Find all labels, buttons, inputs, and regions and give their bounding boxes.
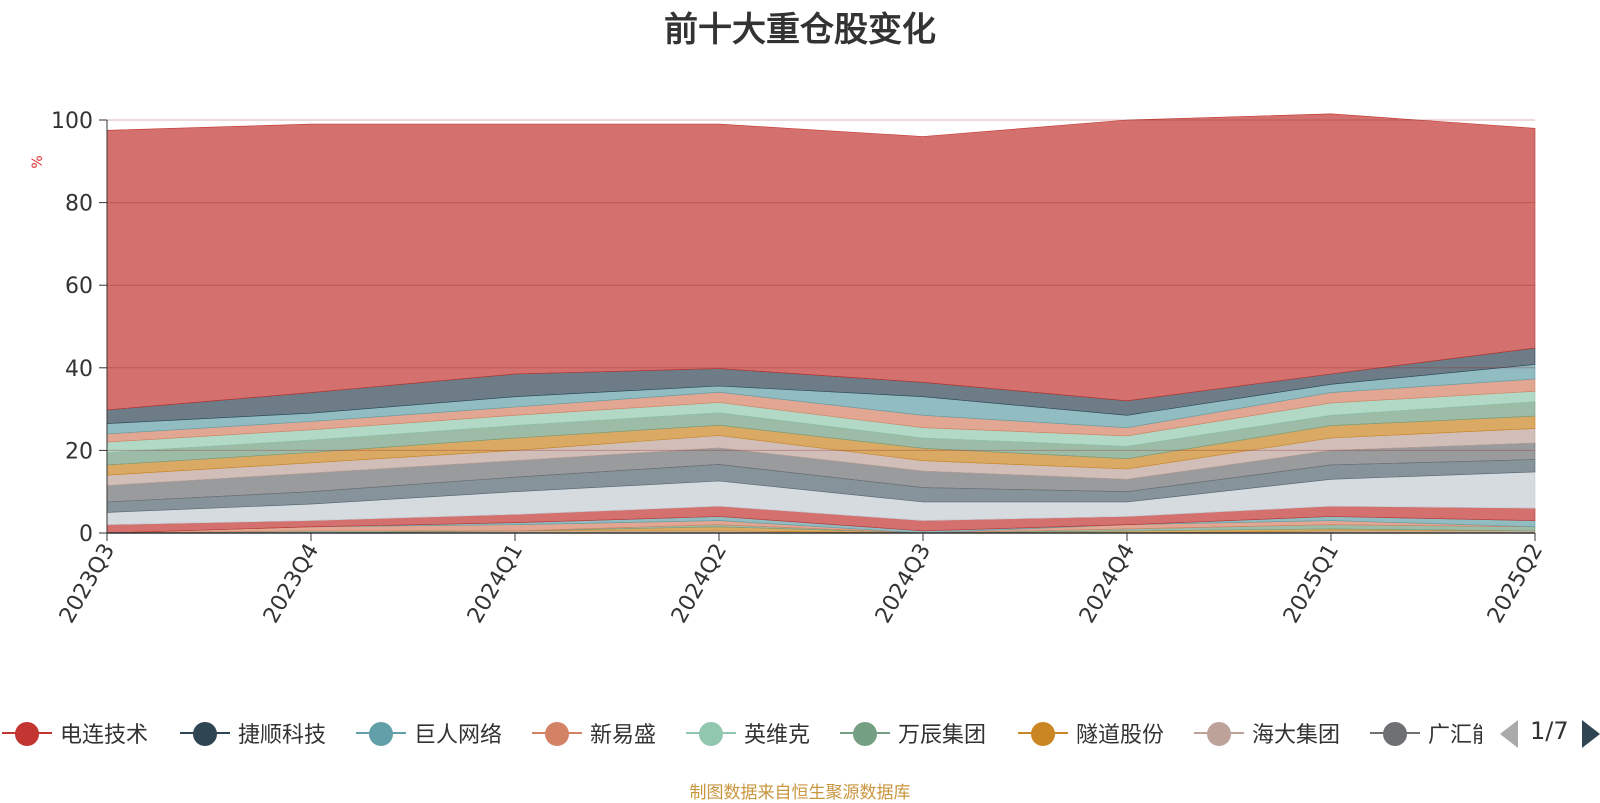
legend-dot <box>545 722 569 746</box>
legend-marker <box>686 713 736 753</box>
x-tick-label: 2024Q4 <box>1075 540 1140 628</box>
source-note: 制图数据来自恒生聚源数据库 <box>689 783 911 803</box>
x-tick-label: 2024Q1 <box>463 540 528 628</box>
legend: 电连技术 捷顺科技 巨人网络 新易盛 英维克 万辰集团 隧道股份 海大集团 广汇能源 1/7 <box>0 713 1600 753</box>
triangle-right-icon[interactable] <box>1582 720 1600 748</box>
legend-label: 捷顺科技 <box>238 723 327 748</box>
legend-label: 英维克 <box>744 723 811 748</box>
legend-dot <box>369 722 393 746</box>
y-tick-label: 20 <box>65 439 93 464</box>
stacked-areas <box>106 113 1536 534</box>
legend-item[interactable]: 巨人网络 <box>356 713 502 753</box>
legend-dot <box>15 722 39 746</box>
x-tick-label: 2025Q1 <box>1279 540 1344 628</box>
legend-item[interactable]: 海大集团 <box>1194 713 1340 753</box>
y-tick-label: 60 <box>65 274 93 299</box>
legend-marker <box>2 713 52 753</box>
legend-label: 隧道股份 <box>1076 723 1165 748</box>
y-tick-label: 0 <box>79 522 93 547</box>
legend-label: 电连技术 <box>60 723 149 748</box>
legend-item[interactable]: 英维克 <box>686 713 810 753</box>
legend-label: 新易盛 <box>590 723 657 748</box>
legend-marker <box>356 713 406 753</box>
x-tick-label: 2023Q4 <box>259 540 324 628</box>
triangle-left-icon[interactable] <box>1500 720 1518 748</box>
legend-item[interactable]: 隧道股份 <box>1018 713 1164 753</box>
legend-marker <box>532 713 582 753</box>
legend-dot <box>1207 722 1231 746</box>
x-tick-label: 2025Q2 <box>1483 540 1548 628</box>
area-series-电连技术 <box>106 113 1536 411</box>
legend-item[interactable]: 万辰集团 <box>840 713 986 753</box>
legend-item[interactable]: 广汇能源 <box>1370 713 1482 753</box>
legend-dot <box>1383 722 1407 746</box>
legend-marker <box>180 713 230 753</box>
x-tick-label: 2024Q2 <box>667 540 732 628</box>
legend-dot <box>1031 722 1055 746</box>
legend-item[interactable]: 电连技术 <box>2 713 148 753</box>
legend-marker <box>1194 713 1244 753</box>
legend-label: 广汇能源 <box>1428 723 1482 748</box>
y-tick-label: 100 <box>51 109 93 134</box>
legend-marker <box>840 713 890 753</box>
legend-dot <box>699 722 723 746</box>
legend-items: 电连技术 捷顺科技 巨人网络 新易盛 英维克 万辰集团 隧道股份 海大集团 广汇能源 <box>0 713 1482 753</box>
chart-title: 前十大重仓股变化 <box>664 10 936 50</box>
chart-area: 0 20 40 60 80 100% 2023Q3 2023Q4 2024Q1 2024Q2 202… <box>30 109 1548 628</box>
legend-item[interactable]: 新易盛 <box>532 713 656 753</box>
legend-dot <box>193 722 217 746</box>
y-tick-label: 80 <box>65 192 93 217</box>
x-tick-label: 2024Q3 <box>871 540 936 628</box>
legend-marker <box>1018 713 1068 753</box>
legend-label: 万辰集团 <box>898 723 987 748</box>
y-axis-label: % <box>30 155 46 168</box>
x-tick-label: 2023Q3 <box>55 540 120 628</box>
legend-page-indicator: 1/7 <box>1530 717 1569 745</box>
legend-marker <box>1370 713 1420 753</box>
legend-dot <box>853 722 877 746</box>
legend-item[interactable]: 捷顺科技 <box>180 713 326 753</box>
legend-label: 巨人网络 <box>414 723 503 748</box>
y-tick-label: 40 <box>65 357 93 382</box>
legend-label: 海大集团 <box>1252 723 1341 748</box>
